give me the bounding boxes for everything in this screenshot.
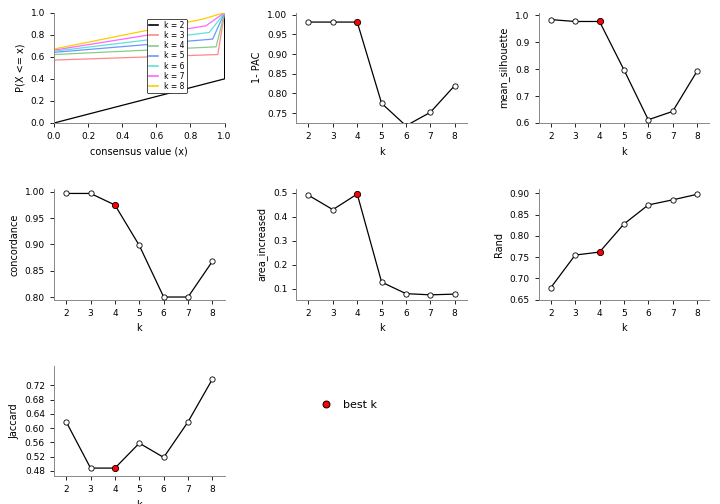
Y-axis label: area_increased: area_increased — [256, 208, 267, 281]
Y-axis label: Rand: Rand — [494, 232, 504, 257]
X-axis label: k: k — [621, 323, 626, 333]
X-axis label: k: k — [621, 147, 626, 157]
Legend: best k: best k — [310, 395, 381, 414]
X-axis label: k: k — [379, 147, 384, 157]
X-axis label: k: k — [379, 323, 384, 333]
Y-axis label: Jaccard: Jaccard — [9, 403, 19, 439]
X-axis label: k: k — [137, 323, 142, 333]
Y-axis label: mean_silhouette: mean_silhouette — [499, 27, 510, 108]
X-axis label: k: k — [137, 500, 142, 504]
Y-axis label: 1- PAC: 1- PAC — [251, 52, 261, 84]
Y-axis label: P(X <= x): P(X <= x) — [15, 43, 25, 92]
X-axis label: consensus value (x): consensus value (x) — [91, 147, 188, 157]
Y-axis label: concordance: concordance — [9, 213, 19, 276]
Legend: k = 2, k = 3, k = 4, k = 5, k = 6, k = 7, k = 8: k = 2, k = 3, k = 4, k = 5, k = 6, k = 7… — [147, 19, 187, 93]
